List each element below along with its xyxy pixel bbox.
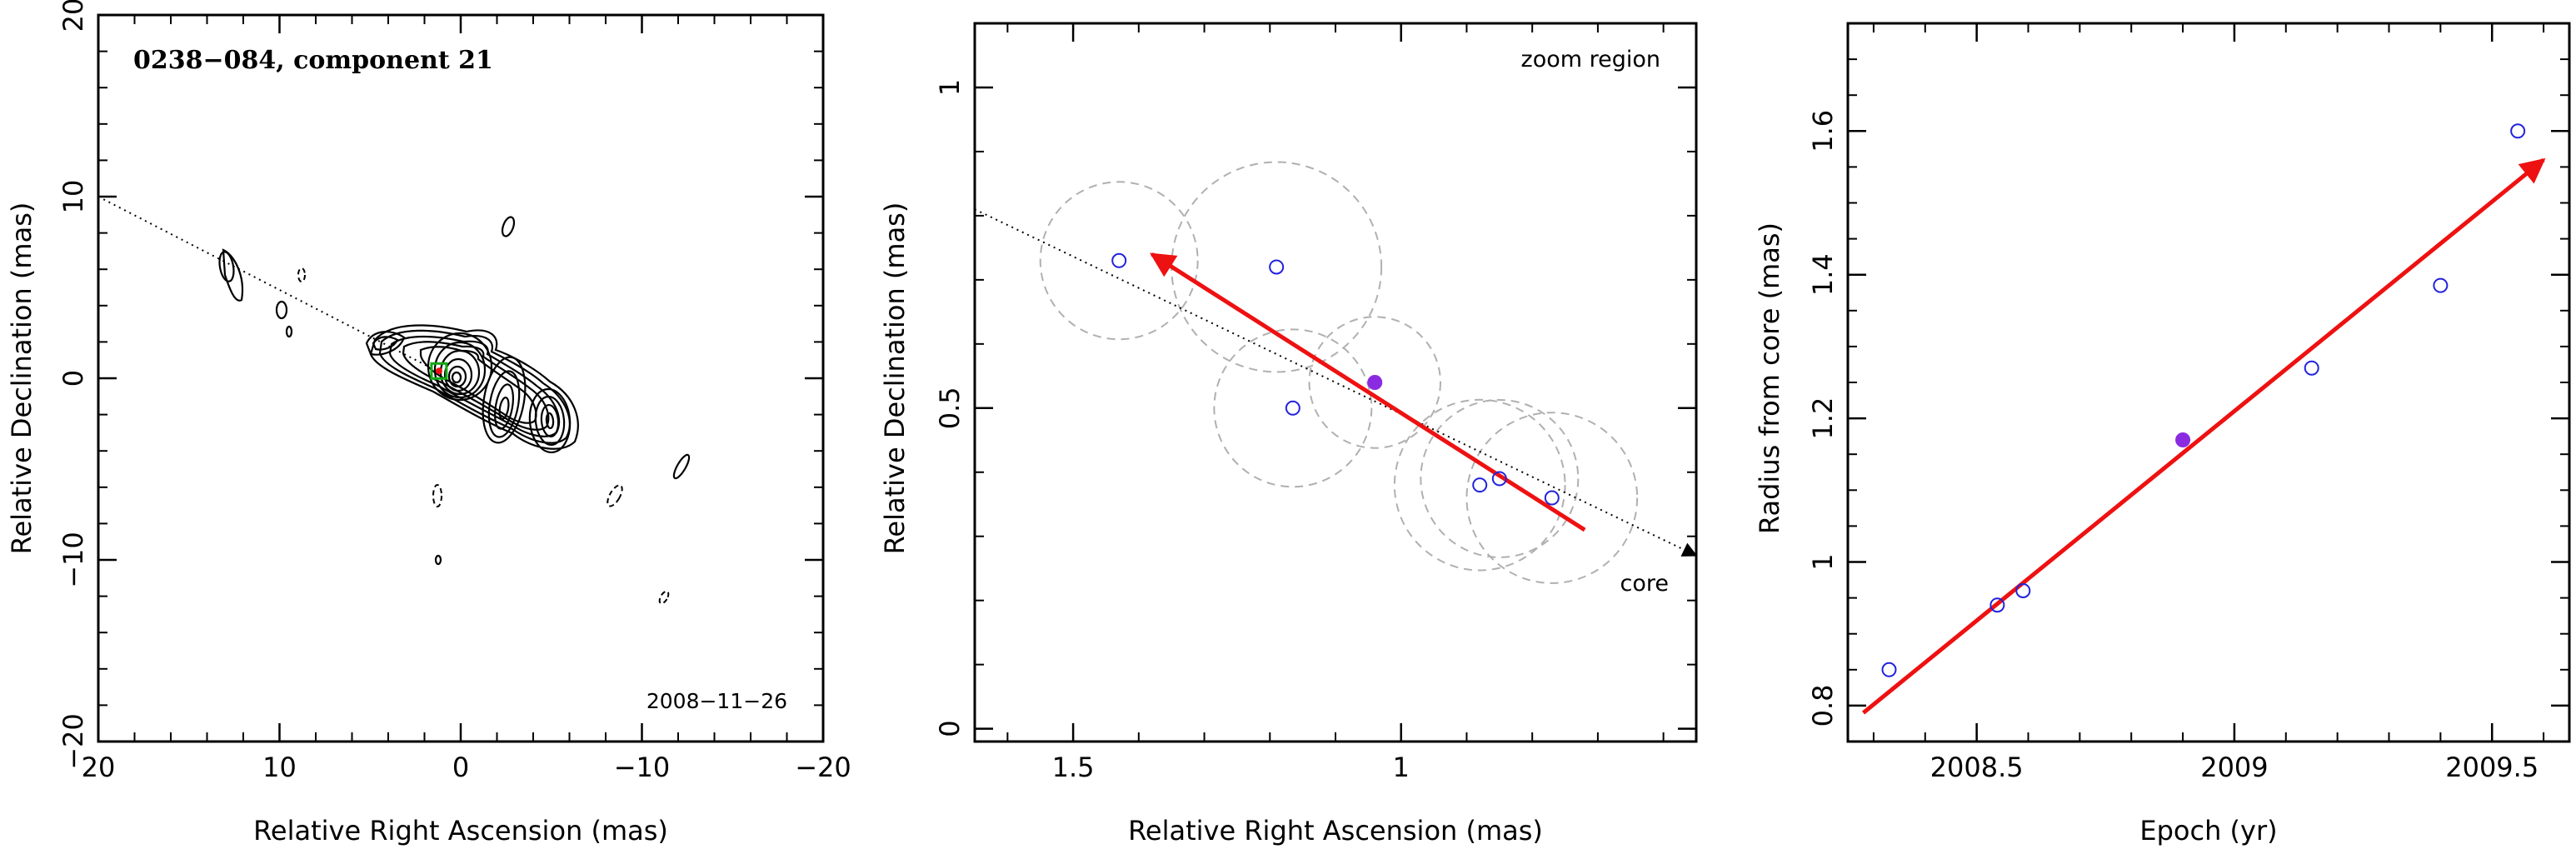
x-tick-label: 1 xyxy=(1393,752,1410,783)
panel3-points xyxy=(1881,123,2526,677)
y-tick-label: 1.6 xyxy=(1807,110,1839,152)
data-point xyxy=(1285,400,1300,416)
x-tick-label: 0 xyxy=(452,752,469,783)
y-tick-label: 1.4 xyxy=(1807,253,1839,296)
data-point xyxy=(1881,662,1897,677)
data-point xyxy=(1269,259,1285,275)
panel2-fit-arrow xyxy=(1150,252,1586,532)
panel2-ylabel: Relative Declination (mas) xyxy=(879,202,911,555)
panel3-frame xyxy=(1846,22,2571,743)
contour-structure xyxy=(218,216,691,566)
error-circle xyxy=(1171,161,1383,373)
y-tick-label: 0 xyxy=(934,720,966,737)
data-point xyxy=(1111,252,1127,268)
x-tick-label: 2008.5 xyxy=(1930,752,2024,783)
component-marker-box xyxy=(430,362,448,380)
panel-radius-epoch: 2008.5 2009 2009.5 0.8 1 1.2 1.4 1.6 Epoch (yr)… xyxy=(1754,22,2571,847)
data-point xyxy=(1491,471,1507,487)
error-circle xyxy=(1420,398,1580,558)
x-tick-label: 1.5 xyxy=(1052,752,1095,783)
panel-zoom-region: 1.5 1 0 0.5 1 zoom region core Relative Righ… xyxy=(879,22,1698,847)
panel2-trajectory-line xyxy=(974,208,1698,557)
y-tick-label: 20 xyxy=(57,0,89,32)
highlight-point xyxy=(2175,432,2191,447)
error-circle xyxy=(1393,398,1566,572)
y-tick-label: 0 xyxy=(57,370,89,387)
error-circle xyxy=(1213,328,1373,488)
data-point xyxy=(1472,477,1488,493)
data-point xyxy=(2510,123,2526,139)
contour-negative xyxy=(297,267,670,605)
x-tick-label: 20 xyxy=(82,752,116,783)
panel2-ticks xyxy=(975,22,1696,742)
y-tick-label: −10 xyxy=(57,532,89,588)
core-label: core xyxy=(1620,571,1669,597)
data-point xyxy=(1544,490,1560,506)
panel1-ylabel: Relative Declination (mas) xyxy=(6,202,37,555)
panel1-title: 0238−084, component 21 xyxy=(133,46,493,75)
y-tick-label: 1 xyxy=(1807,553,1839,570)
panel3-ticks xyxy=(1848,22,2569,742)
y-tick-label: 1.2 xyxy=(1807,397,1839,440)
panel3-ylabel: Radius from core (mas) xyxy=(1754,222,1785,534)
error-circle xyxy=(1465,412,1639,584)
data-point xyxy=(1989,597,2005,613)
panel2-points xyxy=(1111,252,1560,506)
data-point xyxy=(2015,582,2031,598)
panel1-xlabel: Relative Right Ascension (mas) xyxy=(253,815,668,847)
y-tick-label: 0.8 xyxy=(1807,684,1839,727)
data-point xyxy=(2433,277,2449,293)
panel1-trajectory-line xyxy=(97,196,434,370)
panel2-tick-labels: 1.5 1 0 0.5 1 xyxy=(934,79,1410,783)
error-circle xyxy=(1039,181,1199,341)
highlight-point xyxy=(1367,375,1383,390)
panel1-ticks xyxy=(97,13,825,743)
component-marker-dot xyxy=(435,367,442,375)
panel1-tick-labels: 20 10 0 −10 −20 −20 −10 0 10 20 xyxy=(57,0,851,783)
panel1-date-label: 2008−11−26 xyxy=(646,689,787,713)
data-point xyxy=(2304,360,2319,376)
x-tick-label: 10 xyxy=(262,752,297,783)
panel-contour-map: 20 10 0 −10 −20 −20 −10 0 10 20 xyxy=(6,0,851,847)
x-tick-label: −10 xyxy=(614,752,671,783)
y-tick-label: −20 xyxy=(57,713,89,770)
x-tick-label: −20 xyxy=(795,752,851,783)
x-tick-label: 2009 xyxy=(2200,752,2268,783)
y-tick-label: 10 xyxy=(57,180,89,214)
x-tick-label: 2009.5 xyxy=(2445,752,2539,783)
y-tick-label: 1 xyxy=(934,79,966,96)
panel3-fit-line xyxy=(1861,157,2546,715)
y-tick-label: 0.5 xyxy=(934,387,966,429)
zoom-region-label: zoom region xyxy=(1521,47,1660,72)
panel3-tick-labels: 2008.5 2009 2009.5 0.8 1 1.2 1.4 1.6 xyxy=(1807,110,2539,783)
error-circle xyxy=(1308,316,1441,449)
panel2-xlabel: Relative Right Ascension (mas) xyxy=(1128,815,1543,847)
panel3-xlabel: Epoch (yr) xyxy=(2139,815,2277,847)
